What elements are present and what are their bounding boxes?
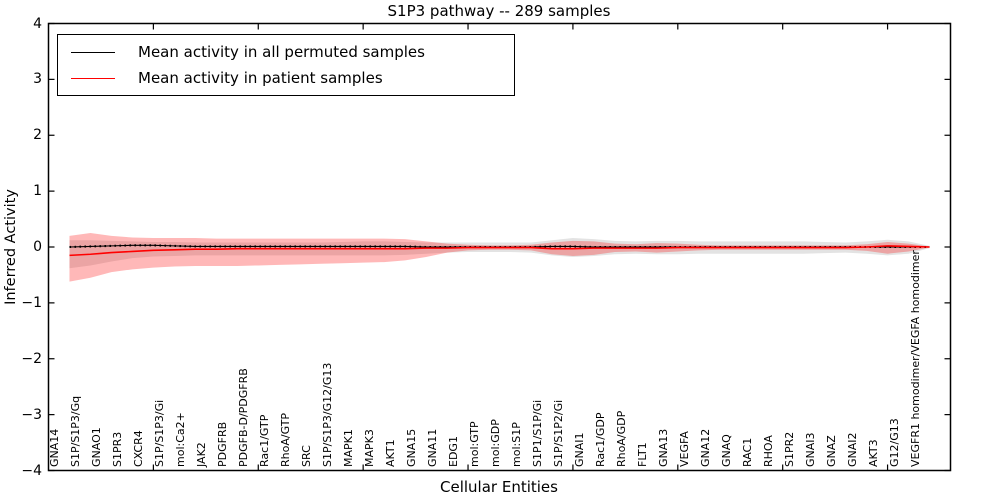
x-tick-label: SRC xyxy=(300,445,314,467)
mean-line xyxy=(69,245,930,257)
x-tick-label: S1P1/S1P/Gi xyxy=(530,399,544,467)
x-tick-label: VEGFR1 homodimer/VEGFA homodimer xyxy=(908,250,922,467)
x-tick-label: GNAI1 xyxy=(572,432,586,467)
x-tick-label: PDGFRB xyxy=(216,421,230,467)
x-tick-label: GNAZ xyxy=(824,435,838,467)
x-tick-label: AKT3 xyxy=(866,439,880,467)
legend-entry: Mean activity in patient samples xyxy=(58,65,514,91)
x-tick-label: PDGFB-D/PDGFRB xyxy=(237,368,251,467)
x-tick-label: MAPK1 xyxy=(342,429,356,467)
legend-line-sample xyxy=(71,51,115,53)
x-tick-label: GNA13 xyxy=(656,428,670,467)
x-tick-label: RAC1 xyxy=(740,437,754,467)
x-tick-label: S1P/S1P3/Gi xyxy=(153,399,167,467)
x-tick-label: GNA15 xyxy=(405,428,419,467)
x-axis-label: Cellular Entities xyxy=(440,478,558,496)
x-tick-label: mol:GTP xyxy=(468,421,481,467)
x-tick-label: mol:Ca2+ xyxy=(174,412,188,467)
y-tick-label: 2 xyxy=(33,127,42,144)
x-tick-label: mol:S1P xyxy=(509,422,523,467)
x-tick-label: mol:GDP xyxy=(488,419,502,467)
x-tick-label: FLT1 xyxy=(635,442,649,467)
y-tick-label: 1 xyxy=(33,183,42,200)
legend-label: Mean activity in all permuted samples xyxy=(138,43,425,61)
x-tick-label: GNAQ xyxy=(719,434,733,467)
y-tick-label: −2 xyxy=(21,350,42,367)
x-tick-label: CXCR4 xyxy=(132,430,146,467)
y-tick-label: 3 xyxy=(33,71,42,88)
x-tick-label: GNAI2 xyxy=(845,432,859,467)
x-tick-label: EDG1 xyxy=(447,436,461,467)
x-tick-label: Rac1/GTP xyxy=(258,414,272,467)
x-tick-label: S1P/S1P2/Gi xyxy=(551,399,565,467)
x-tick-label: G12/G13 xyxy=(887,418,901,467)
legend-line-sample xyxy=(71,77,115,79)
x-tick-label: S1PR3 xyxy=(111,431,125,467)
y-tick-label: −1 xyxy=(21,294,42,311)
x-tick-label: GNAI3 xyxy=(803,432,817,467)
x-tick-label: GNAO1 xyxy=(90,427,104,467)
x-tick-label: GNA14 xyxy=(48,428,62,467)
y-tick-label: −3 xyxy=(21,406,42,423)
x-tick-label: S1P/S1P3/G12/G13 xyxy=(321,362,335,467)
chart-title: S1P3 pathway -- 289 samples xyxy=(387,2,611,20)
x-tick-label: Rac1/GDP xyxy=(593,412,607,467)
legend-label: Mean activity in patient samples xyxy=(138,69,383,87)
x-tick-label: GNA11 xyxy=(426,428,440,467)
legend-entry: Mean activity in all permuted samples xyxy=(58,39,514,65)
std-band xyxy=(69,233,930,282)
y-tick-label: 0 xyxy=(33,239,42,255)
legend: Mean activity in all permuted samples Mea… xyxy=(57,34,515,96)
y-tick-label: −4 xyxy=(21,462,42,479)
x-tick-label: S1PR2 xyxy=(782,431,796,467)
x-tick-label: VEGFA xyxy=(677,431,691,467)
x-tick-label: AKT1 xyxy=(384,439,398,467)
x-tick-label: RhoA/GDP xyxy=(614,410,628,467)
x-tick-label: GNA12 xyxy=(698,428,712,467)
x-tick-label: RhoA/GTP xyxy=(279,412,293,467)
x-tick-label: MAPK3 xyxy=(363,429,377,467)
x-tick-label: S1P/S1P3/Gq xyxy=(69,395,83,467)
x-tick-label: JAK2 xyxy=(195,442,209,467)
y-tick-label: 4 xyxy=(33,15,42,32)
x-tick-label: RHOA xyxy=(761,435,775,467)
